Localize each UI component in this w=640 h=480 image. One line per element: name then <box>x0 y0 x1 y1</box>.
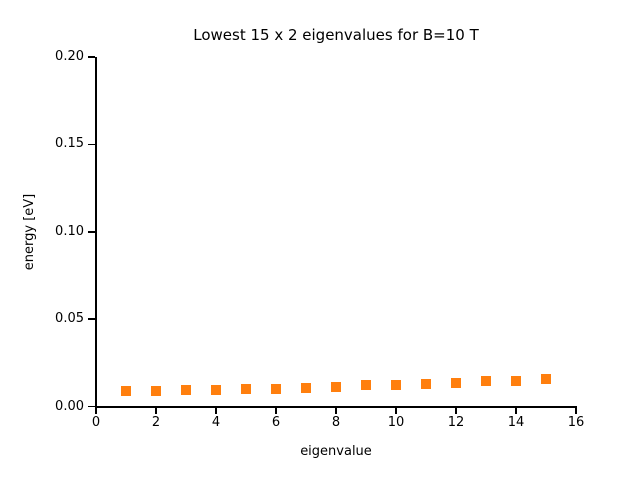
x-tick-label: 6 <box>271 415 281 430</box>
x-tick-mark <box>515 407 517 414</box>
x-tick-mark <box>155 407 157 414</box>
data-point-marker <box>271 383 281 394</box>
data-point-marker <box>481 376 491 387</box>
x-tick-mark <box>455 407 457 414</box>
x-tick-label: 10 <box>387 415 405 430</box>
x-axis-spine <box>95 406 577 408</box>
data-point-marker <box>301 382 311 393</box>
plot-area: 0 2 4 6 8 10 12 14 16 0.00 0.05 0.10 0.15 0.20 <box>55 49 584 430</box>
data-point-marker <box>421 378 431 389</box>
x-tick-label: 16 <box>567 415 585 430</box>
data-point-marker <box>451 378 461 389</box>
y-tick-label: 0.10 <box>55 223 84 239</box>
y-tick-mark <box>88 231 95 233</box>
y-tick-mark <box>88 318 95 320</box>
chart-title: Lowest 15 x 2 eigenvalues for B=10 T <box>193 26 479 44</box>
data-point-marker <box>391 379 401 390</box>
data-point-marker <box>511 375 521 386</box>
y-tick-mark <box>88 405 95 408</box>
x-tick-label: 4 <box>211 415 221 430</box>
x-axis-label: eigenvalue <box>300 444 372 459</box>
data-point-marker <box>331 382 341 393</box>
x-tick-label: 12 <box>447 415 465 430</box>
data-point-marker <box>541 374 551 385</box>
data-point-marker <box>181 385 191 396</box>
y-tick-mark <box>88 143 95 146</box>
x-tick-mark <box>215 407 217 414</box>
y-axis-label: energy [eV] <box>22 193 37 271</box>
data-point-marker <box>361 380 371 391</box>
data-point-marker <box>121 385 131 396</box>
x-tick-mark <box>275 407 277 414</box>
x-tick-mark <box>575 407 577 414</box>
data-point-marker <box>211 384 221 395</box>
x-tick-mark <box>95 407 97 414</box>
data-point-marker <box>241 384 251 395</box>
x-tick-label: 0 <box>91 415 101 430</box>
y-tick-label: 0.15 <box>55 136 84 152</box>
y-axis-spine <box>95 57 97 407</box>
x-tick-label: 8 <box>331 415 341 430</box>
y-tick-label: 0.20 <box>55 49 84 64</box>
x-tick-mark <box>335 407 337 414</box>
x-tick-label: 14 <box>507 415 525 430</box>
x-tick-mark <box>395 407 397 414</box>
y-tick-mark <box>88 56 95 58</box>
data-point-marker <box>151 385 161 396</box>
y-tick-label: 0.00 <box>55 398 84 414</box>
y-tick-label: 0.05 <box>55 311 84 327</box>
x-tick-label: 2 <box>151 415 161 430</box>
